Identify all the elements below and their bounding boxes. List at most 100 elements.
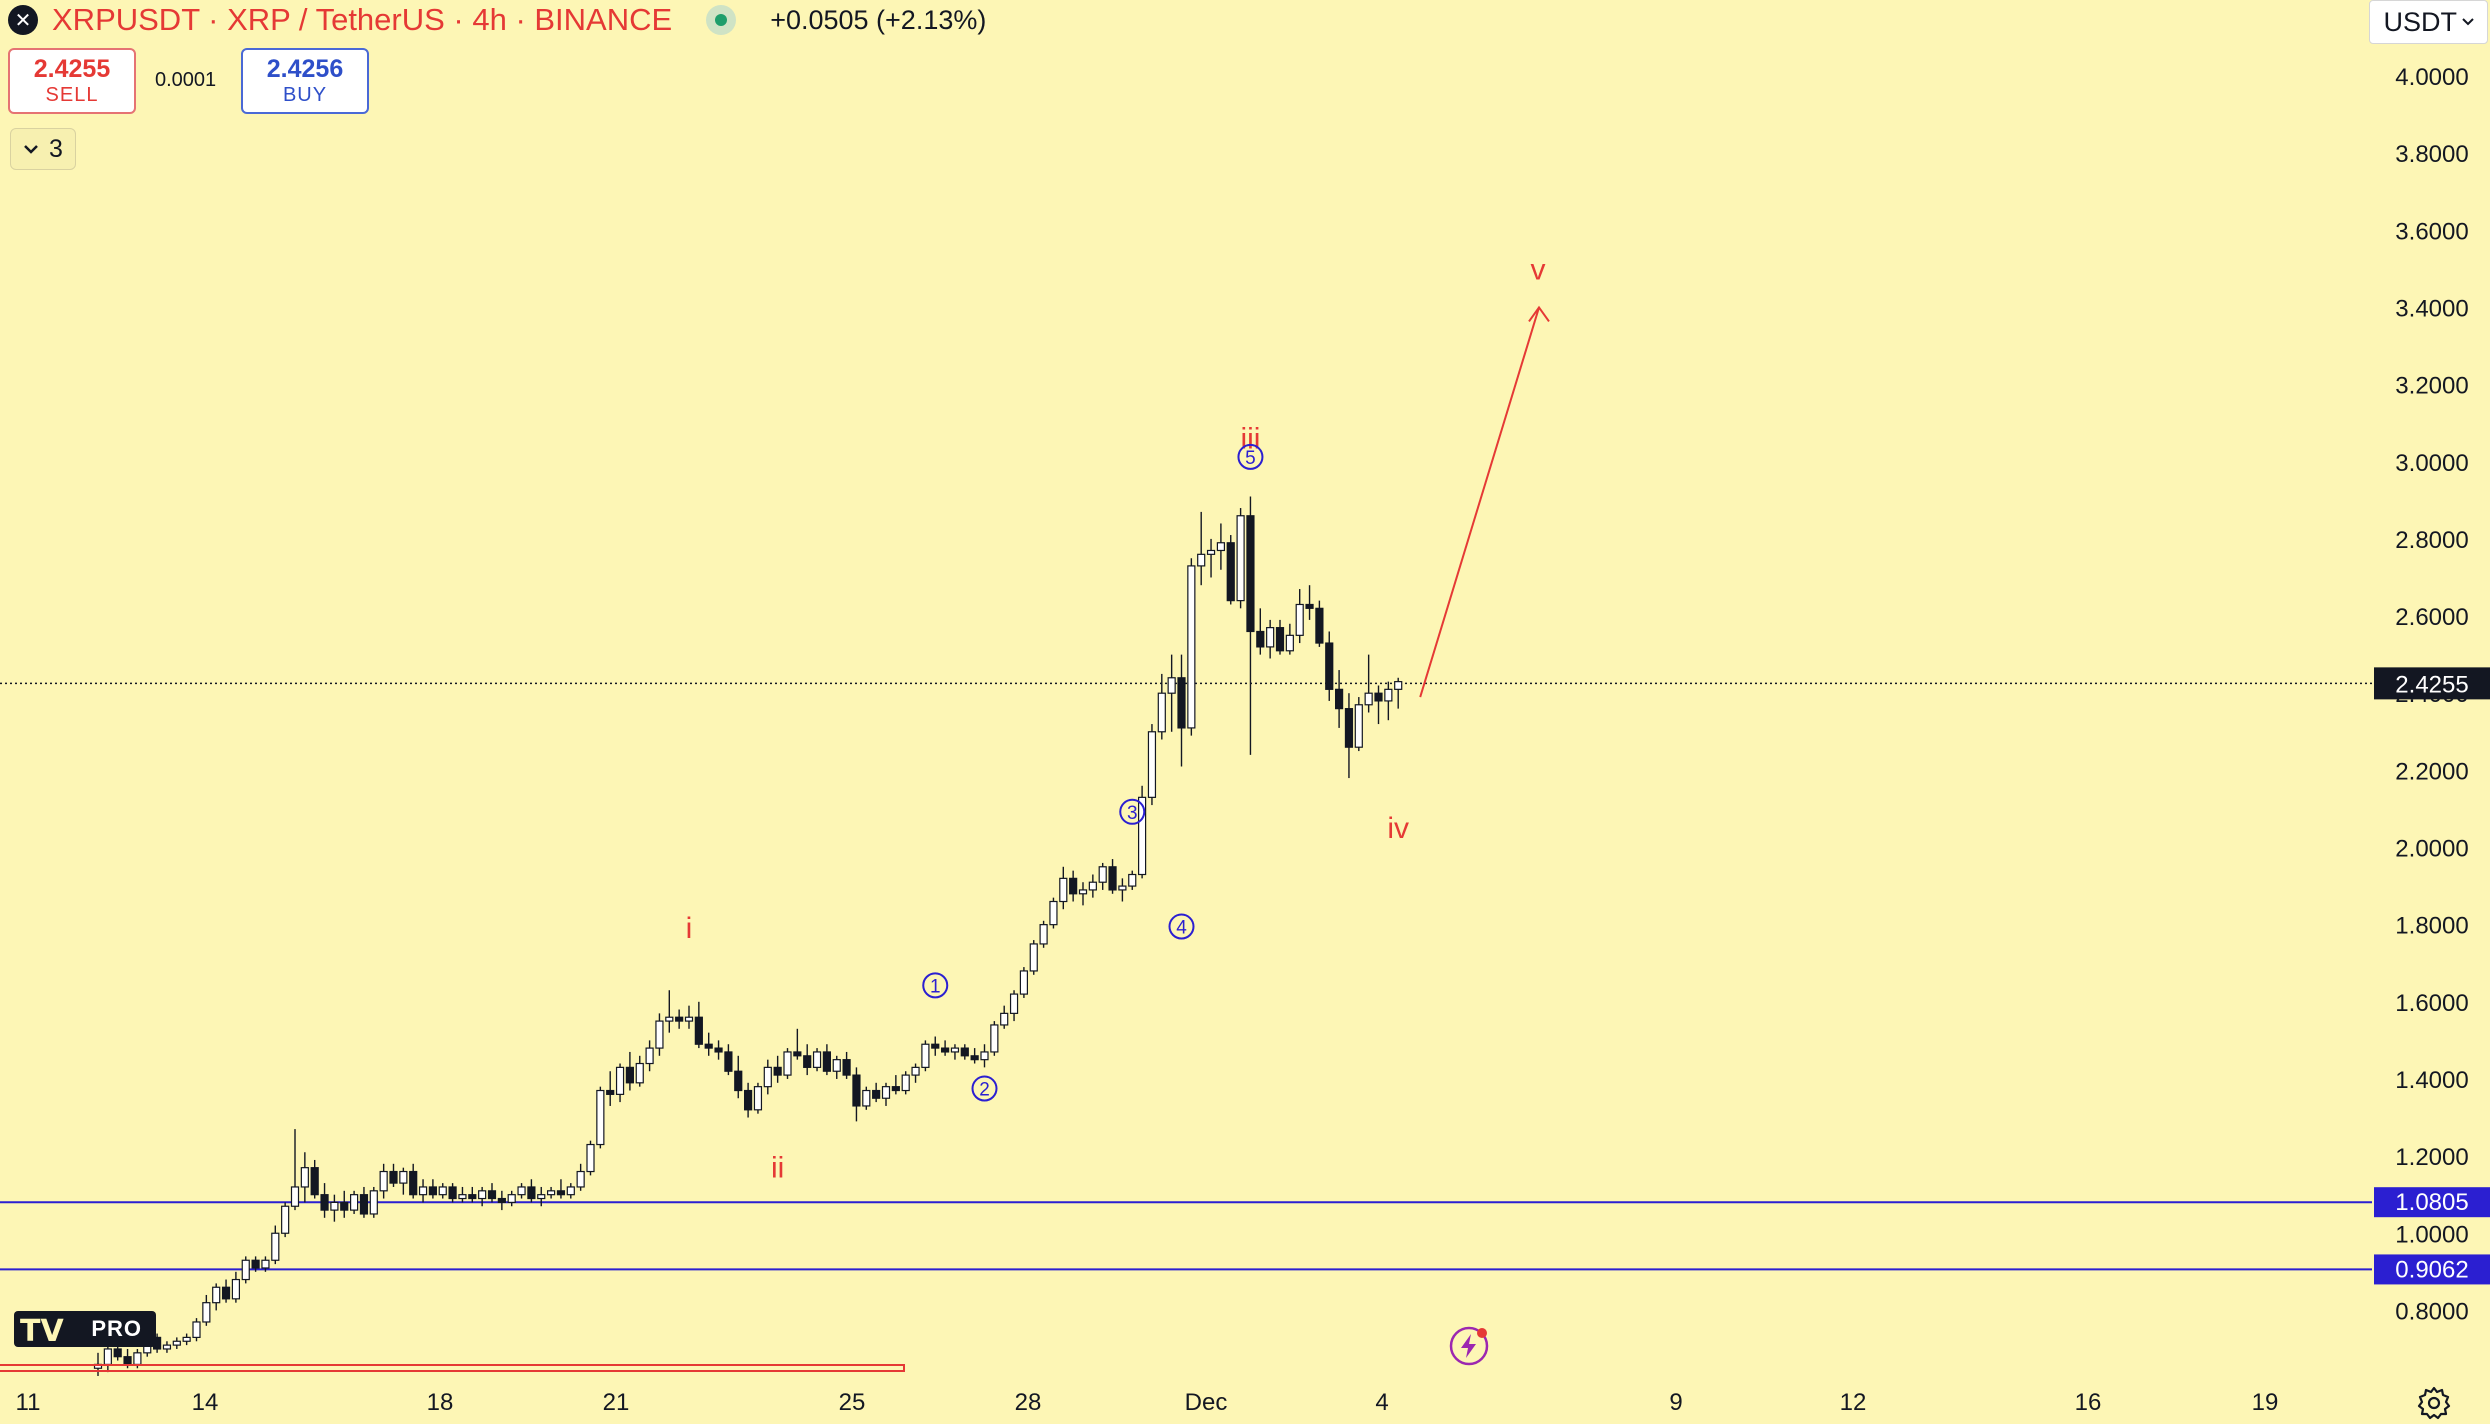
wave-label-iv: iv [1387,812,1409,845]
y-tick-label: 3.2000 [2395,373,2468,400]
candle-body [1108,866,1117,891]
candle-body [468,1194,477,1200]
x-tick-label: 14 [192,1389,219,1416]
currency-select[interactable]: USDT [2368,0,2488,44]
candle-body [586,1143,595,1173]
symbol-title[interactable]: XRPUSDT · XRP / TetherUS · 4h · BINANCE [52,2,673,37]
candle-body [901,1074,910,1092]
candle-body [960,1047,969,1057]
candle-body [921,1043,930,1068]
candle-body [261,1259,270,1269]
x-tick-label: 9 [1669,1389,1682,1416]
y-tick-label: 3.0000 [2395,450,2468,477]
x-tick-label: 28 [1015,1389,1042,1416]
candle-body [763,1066,772,1088]
y-tick-label: 2.6000 [2395,604,2468,631]
settings-icon[interactable] [2416,1385,2452,1421]
candle-body [448,1186,457,1200]
candle-body [950,1047,960,1053]
x-tick-label: 16 [2075,1389,2102,1416]
candle-body [1344,708,1354,748]
candle-body [172,1340,181,1346]
candle-body [517,1186,526,1196]
candle-body [1246,515,1255,633]
candle-body [330,1201,339,1211]
y-tick-label: 3.8000 [2395,141,2468,168]
y-tick-label: 3.4000 [2395,295,2468,322]
wave-label-iii: iii [1240,422,1260,455]
candle-body [281,1205,290,1234]
x-tick-label: 21 [603,1389,630,1416]
candle-body [241,1259,250,1281]
candle-body [340,1201,349,1211]
candle-body [1088,881,1097,891]
candle-body [1069,877,1078,895]
projection-arrow-head [1528,305,1550,323]
candle-body [359,1194,369,1215]
lightning-icon[interactable] [1448,1325,1490,1367]
x-tick-label: 19 [2252,1389,2279,1416]
candle-body [1009,993,1019,1014]
candle-body [271,1232,280,1261]
candle-body [891,1086,900,1092]
indicators-count: 3 [49,134,63,163]
candle-body [1206,549,1216,555]
candle-body [694,1016,703,1045]
candle-body [1029,943,1038,972]
candle-body [1374,692,1383,702]
y-tick-label: 1.4000 [2395,1067,2468,1094]
candle-body [251,1259,260,1269]
candle-body [537,1194,546,1200]
wave-subcount-label: 5 [1245,448,1256,469]
buy-price: 2.4256 [266,55,344,83]
candle-body [350,1194,359,1211]
buy-button[interactable]: 2.4256 BUY [241,48,369,114]
candle-body [379,1170,388,1192]
candle-body [1098,866,1107,883]
level-price-label: 0.9062 [2395,1256,2468,1283]
candle-body [1285,634,1294,652]
tradingview-logo[interactable]: TV PRO [14,1311,156,1349]
candle-body [290,1186,300,1207]
current-price-label: 2.4255 [2395,671,2468,698]
candle-body [606,1089,615,1095]
candle-body [675,1016,684,1022]
wave-subcount-label: 2 [979,1080,990,1101]
indicators-toggle-button[interactable]: 3 [10,128,76,170]
chevron-down-icon [24,145,38,154]
candle-body [615,1066,625,1095]
y-tick-label: 1.2000 [2395,1144,2468,1171]
candle-body [724,1051,733,1072]
candle-body [1216,542,1226,552]
candle-body [576,1170,585,1188]
candle-body [852,1074,861,1107]
candle-body [1167,677,1176,694]
candle-body [212,1286,221,1304]
y-tick-label: 1.6000 [2395,990,2468,1017]
candle-body [1354,704,1363,748]
wave-subcount-circle [1168,913,1195,940]
close-icon[interactable]: ✕ [8,5,38,35]
y-tick-label: 1.8000 [2395,913,2468,940]
y-tick-label: 4.0000 [2395,64,2468,91]
candle-body [113,1348,122,1358]
candle-body [931,1043,940,1049]
candle-body [428,1186,437,1196]
x-tick-label: 12 [1840,1389,1867,1416]
sell-button[interactable]: 2.4255 SELL [8,48,136,114]
x-tick-label: 11 [16,1389,41,1416]
wave-label-ii: ii [771,1152,784,1185]
candle-body [812,1051,822,1068]
candle-body [192,1321,201,1339]
candle-body [1394,681,1403,690]
x-tick-label: 25 [839,1389,866,1416]
candle-body [842,1059,851,1076]
candle-body [635,1062,644,1084]
wave-subcount-circle [1237,443,1264,470]
candle-body [458,1194,467,1200]
candle-body [803,1055,812,1068]
tv-logo-pro-label: PRO [91,1316,142,1341]
candle-body [684,1016,694,1022]
wave-subcount-label: 4 [1176,918,1187,939]
